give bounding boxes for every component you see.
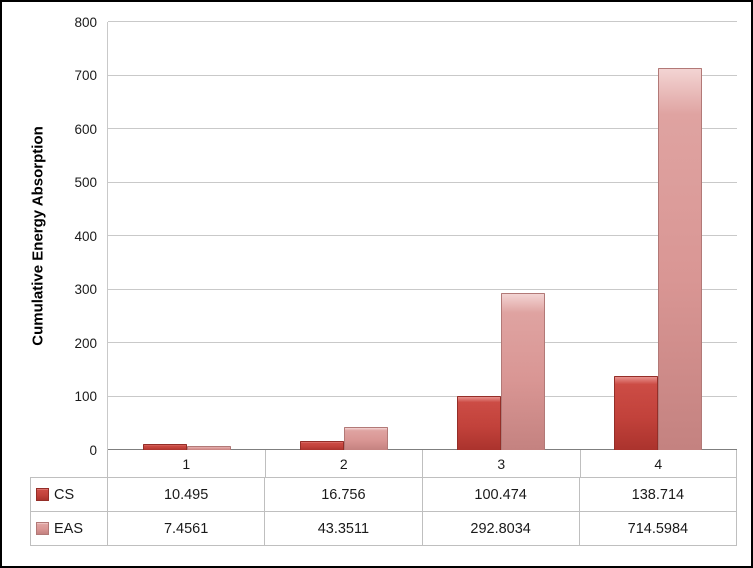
- x-tick-label-1: 1: [107, 450, 265, 477]
- legend-label-eas: EAS: [54, 520, 84, 537]
- x-tick-label-3: 3: [422, 450, 580, 477]
- gridline: [108, 342, 737, 343]
- y-tick-label: 100: [74, 388, 97, 404]
- y-tick-label: 300: [74, 281, 97, 297]
- bar-cs-3: [457, 396, 502, 450]
- gridline: [108, 181, 737, 183]
- table-cell-cs-4: 138.714: [579, 478, 737, 512]
- bar-eas-3: [501, 293, 546, 450]
- bar-group-2: [265, 22, 422, 450]
- plot-area: [107, 21, 737, 450]
- y-tick-label: 200: [74, 335, 97, 351]
- table-cell-cs-3: 100.474: [422, 478, 580, 512]
- table-cell-eas-2: 43.3511: [265, 512, 423, 546]
- table-row-eas: EAS 7.4561 43.3511 292.8034 714.5984: [31, 512, 737, 546]
- gridline: [108, 74, 737, 76]
- x-tick-label-2: 2: [264, 450, 423, 477]
- bar-cs-2: [299, 441, 344, 450]
- table-cell-eas-4: 714.5984: [579, 512, 737, 546]
- y-axis-title: Cumulative Energy Absorption: [29, 126, 47, 346]
- x-tick-label-4: 4: [579, 450, 737, 477]
- bar-eas-1: [186, 446, 231, 450]
- gridline: [108, 21, 737, 22]
- table-row-cs: CS 10.495 16.756 100.474 138.714: [31, 478, 737, 512]
- bar-group-4: [580, 22, 737, 450]
- bar-group-1: [108, 22, 265, 450]
- gridline: [108, 235, 737, 236]
- x-axis-line: [108, 449, 737, 450]
- gridline: [108, 395, 737, 397]
- legend-label-cs: CS: [54, 486, 75, 503]
- bar-eas-2: [343, 426, 388, 450]
- y-tick-label: 600: [74, 121, 97, 137]
- gridline: [108, 128, 737, 129]
- y-tick-label: 500: [74, 174, 97, 190]
- table-cell-eas-1: 7.4561: [108, 512, 266, 546]
- table-cell-cs-2: 16.756: [265, 478, 423, 512]
- y-tick-label: 700: [74, 67, 97, 83]
- bar-eas-4: [658, 67, 703, 450]
- data-table: CS 10.495 16.756 100.474 138.714 EAS 7.4561 43.…: [30, 477, 737, 546]
- legend-cell-eas: EAS: [31, 512, 108, 546]
- y-tick-label: 400: [74, 228, 97, 244]
- y-tick-label: 800: [74, 14, 97, 30]
- bars-layer: [108, 22, 737, 450]
- y-tick-label: 0: [89, 442, 97, 458]
- gridline: [108, 288, 737, 290]
- chart-area: Cumulative Energy Absorption 0 100 200 300 4…: [2, 2, 751, 456]
- y-axis: Cumulative Energy Absorption 0 100 200 300 4…: [2, 15, 107, 456]
- bar-cs-4: [614, 375, 659, 450]
- legend-swatch-cs-icon: [36, 488, 49, 501]
- bar-cs-1: [142, 444, 187, 450]
- bar-group-3: [423, 22, 580, 450]
- table-cell-eas-3: 292.8034: [422, 512, 580, 546]
- legend-cell-cs: CS: [31, 478, 108, 512]
- legend-swatch-eas-icon: [36, 522, 49, 535]
- table-cell-cs-1: 10.495: [108, 478, 266, 512]
